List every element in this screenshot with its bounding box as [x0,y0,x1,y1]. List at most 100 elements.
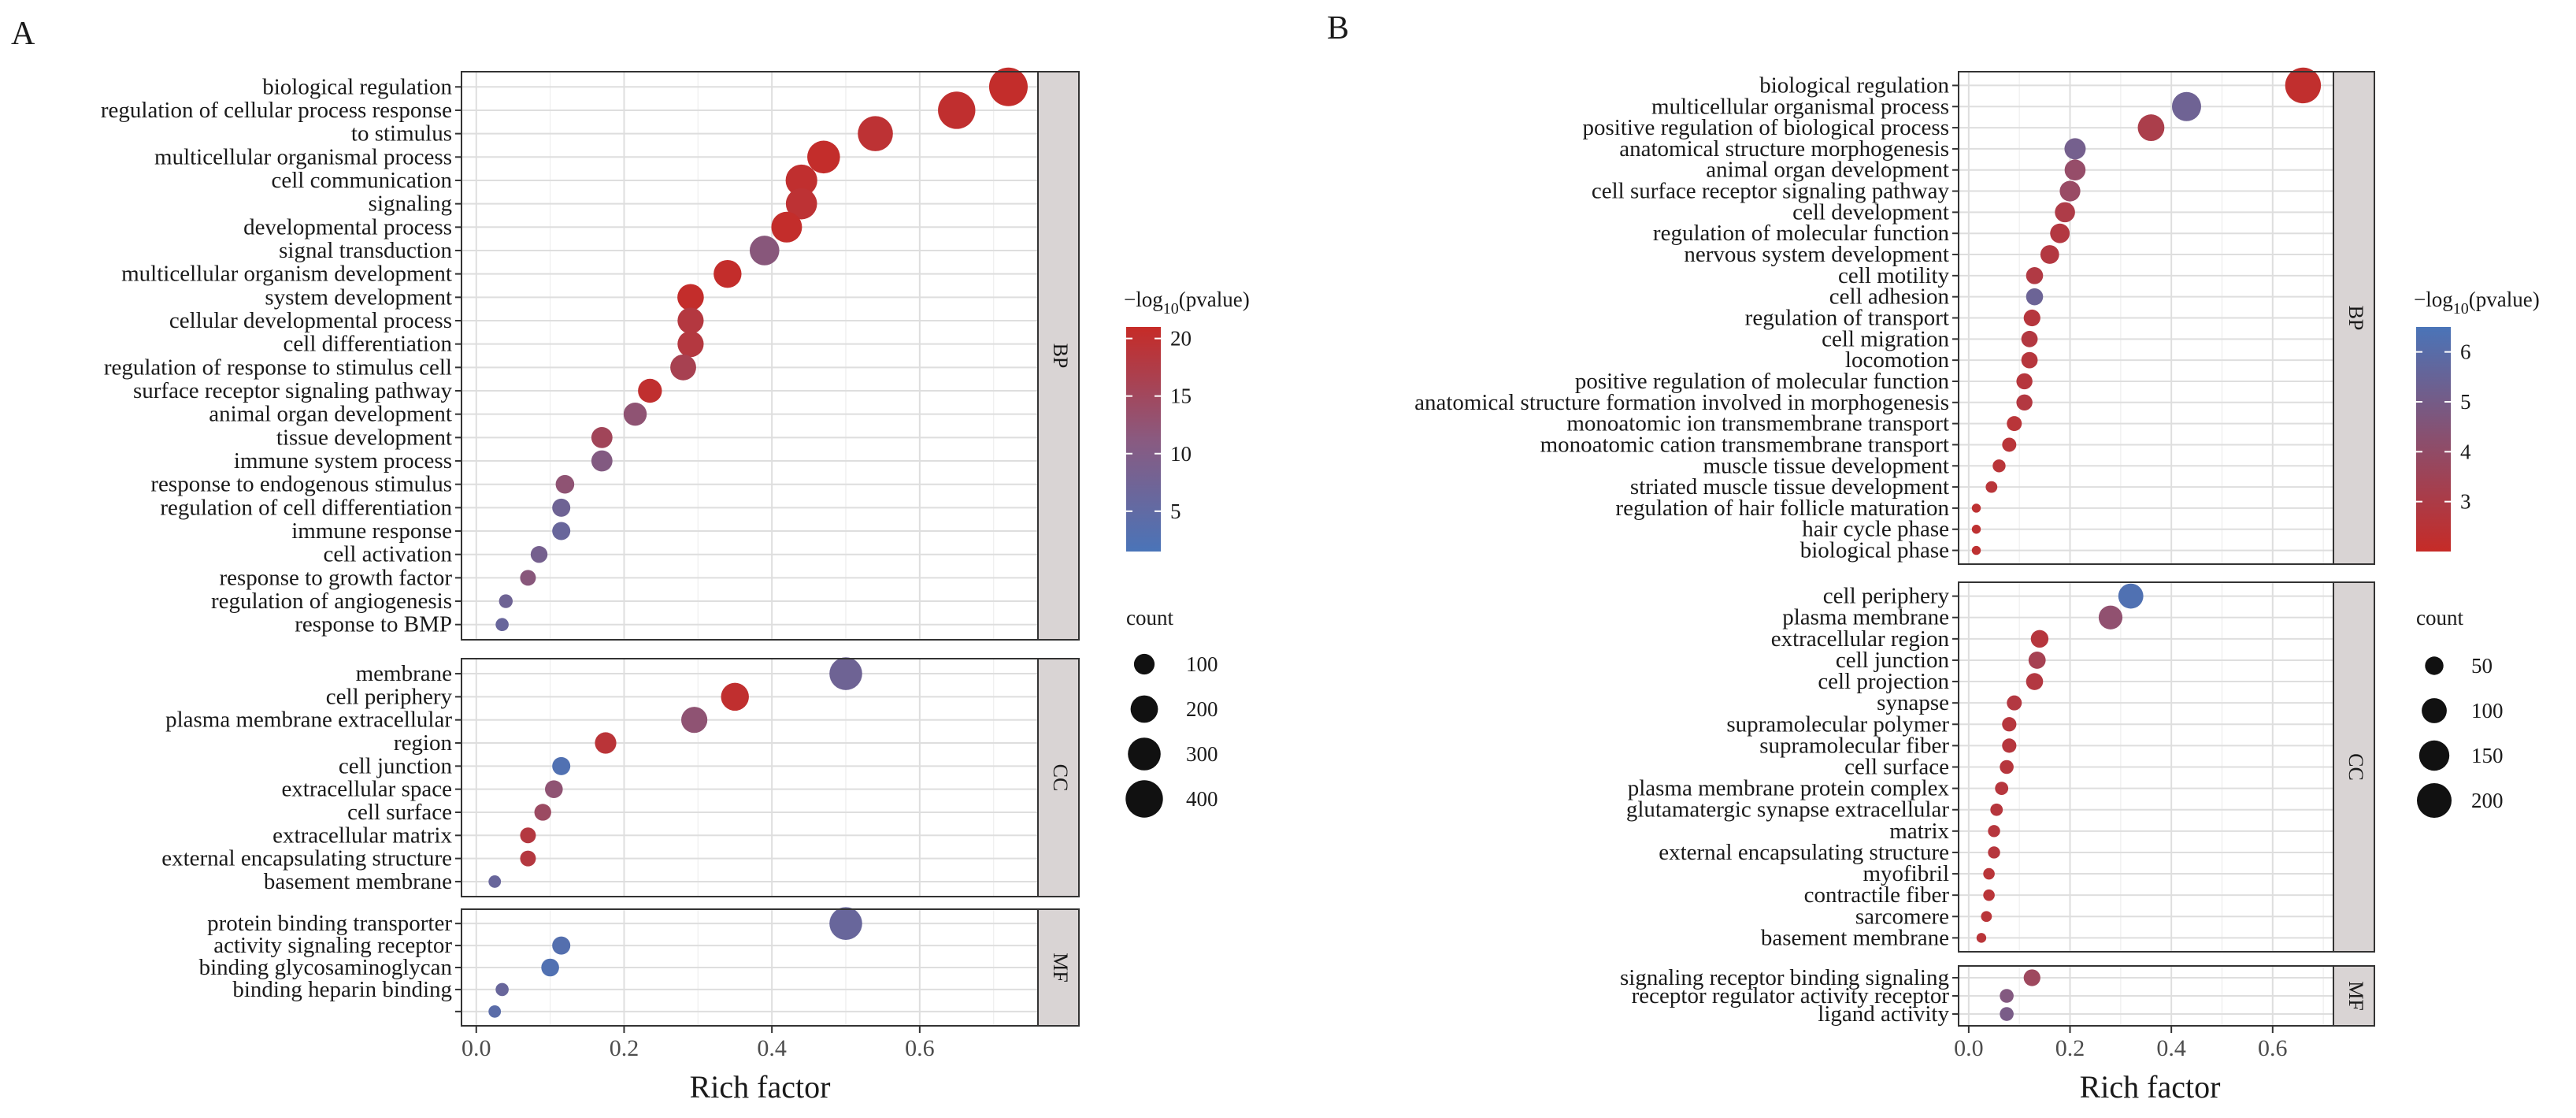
data-point [545,780,563,798]
facet-strip-label: MF [2344,981,2367,1011]
term-label: biological phase [1800,538,1949,563]
size-legend-label: 150 [2471,744,2504,767]
panel-a-color-legend-title: −log10(pvalue) [1124,288,1250,318]
data-point [2002,738,2017,753]
term-label: surface receptor signaling pathway [133,378,453,403]
term-label: matrix [1889,819,1949,844]
size-legend-dot [2417,783,2452,818]
term-label: biological regulation [262,74,452,99]
term-label: basement membrane [1761,925,1949,950]
x-tick-label: 0.6 [905,1035,935,1061]
facet-strip-label: CC [2344,753,2367,781]
colorbar-tick-label: 5 [1170,500,1181,523]
size-legend-label: 400 [1186,787,1218,811]
panel-a-colorbar [1126,327,1161,552]
data-point [530,546,548,563]
term-label: region [394,730,453,756]
data-point [1983,889,1995,901]
term-label: tissue development [276,425,452,450]
term-label: locomotion [1845,347,1950,373]
panel-a-x-axis: 0.0 0.2 0.4 0.6 [461,1026,935,1061]
term-label: monoatomic ion transmembrane transport [1566,411,1949,436]
facet-strip [2333,965,2375,1027]
x-tick-label: 0.0 [1954,1035,1984,1061]
size-legend-label: 100 [1186,652,1218,676]
term-label: response to growth factor [219,565,452,590]
data-point [2000,760,2014,774]
data-point [638,378,662,403]
term-label: external encapsulating structure [1659,840,1949,865]
term-label: multicellular organism development [121,262,452,287]
data-point [785,188,817,220]
panel-a: A biological regulation regulation of cel… [11,16,1250,1105]
size-legend-label: 200 [2471,789,2504,812]
data-point [681,707,708,734]
term-label: signal transduction [279,238,452,263]
data-point [499,594,513,608]
panel-a-size-legend-title: count [1126,606,1173,630]
panel-a-letter: A [11,16,35,52]
facet-strip [1037,71,1080,641]
data-point [495,982,509,997]
data-point [1971,545,1981,555]
data-point [2026,267,2044,284]
term-label: cell surface [347,800,452,825]
size-legend-label: 50 [2471,654,2493,678]
size-legend-dot [1133,653,1155,675]
term-label: anatomical structure morphogenesis [1619,136,1949,162]
data-point [520,827,536,844]
data-point [541,958,559,977]
data-point [785,164,817,197]
data-point [2059,180,2081,202]
panel-a-color-legend-title-prefix: −log [1124,288,1163,311]
facet-strip-label: MF [1049,953,1072,982]
facet-strip [2333,581,2375,953]
data-point [520,570,536,586]
size-legend-dot [2418,740,2450,771]
data-point [2007,416,2022,432]
term-label: regulation of response to stimulus cell [104,355,452,380]
data-point [771,211,802,243]
size-legend-label: 200 [1186,697,1218,721]
panel-b-size-legend: count 50 100 150 200 [2416,606,2504,818]
data-point [938,91,976,129]
term-label: cell periphery [326,684,453,709]
term-label: to stimulus [351,121,452,147]
data-point [595,732,617,754]
panel-b-x-axis: 0.0 0.2 0.4 0.6 [1954,1026,2288,1061]
size-legend-label: 300 [1186,742,1218,766]
term-label: regulation of transport [1745,306,1949,331]
data-point [591,426,613,448]
data-point [2285,67,2322,104]
panel-b-color-legend-title: −log10(pvalue) [2414,288,2540,318]
data-point [1990,803,2003,816]
term-label: cell development [1792,199,1949,225]
data-point [721,682,749,711]
data-point [2016,373,2033,390]
panel-a-x-axis-title: Rich factor [690,1069,831,1105]
panel-b-color-legend: −log10(pvalue) 3 4 5 6 [2414,288,2540,552]
term-label: activity signaling receptor [213,933,452,958]
x-tick-label: 0.2 [610,1035,639,1061]
panel-a-facet-background [461,72,1038,640]
term-label: receptor regulator activity receptor [1632,983,1950,1008]
data-point [2026,673,2044,690]
term-label: nervous system development [1684,242,1949,267]
panel-b-x-axis-title: Rich factor [2080,1069,2221,1105]
facet-strip-label: BP [2344,306,2367,331]
term-label: striated muscle tissue development [1630,474,1949,500]
term-label: muscle tissue development [1703,453,1950,478]
term-label: myofibril [1863,861,1949,886]
panel-a-colorbar-ticks: 5 10 15 20 [1126,327,1192,523]
term-label: hair cycle phase [1802,517,1949,542]
term-label: cell differentiation [284,332,453,357]
data-point [520,850,536,867]
data-point [2026,288,2044,306]
term-label: regulation of cell differentiation [160,495,452,520]
data-point [623,402,647,426]
data-point [2028,652,2046,669]
